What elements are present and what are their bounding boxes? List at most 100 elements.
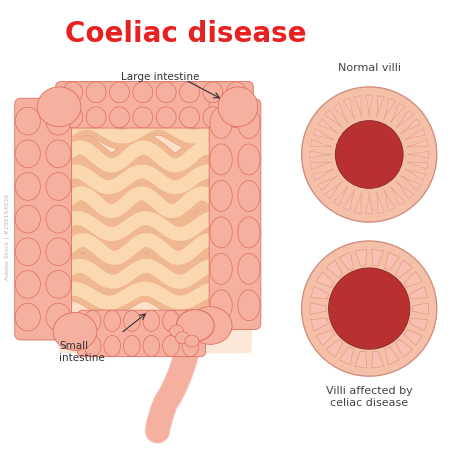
Ellipse shape [46,140,71,168]
Circle shape [301,241,437,376]
Polygon shape [396,110,414,128]
Polygon shape [406,139,428,147]
Polygon shape [326,260,343,278]
Polygon shape [343,98,355,119]
Ellipse shape [37,87,81,127]
Polygon shape [390,103,405,123]
Polygon shape [385,347,399,365]
Polygon shape [366,95,373,117]
Circle shape [328,268,410,349]
Ellipse shape [124,310,140,331]
Ellipse shape [238,290,260,321]
Ellipse shape [238,217,260,248]
Ellipse shape [53,312,97,350]
Polygon shape [318,175,338,191]
Polygon shape [326,339,343,357]
Polygon shape [310,139,332,147]
Ellipse shape [210,217,232,248]
FancyBboxPatch shape [209,99,261,329]
Ellipse shape [143,310,160,331]
Ellipse shape [133,82,153,103]
Ellipse shape [156,107,176,128]
FancyBboxPatch shape [55,82,253,128]
Ellipse shape [133,107,153,128]
Polygon shape [313,169,334,181]
Ellipse shape [46,107,71,135]
Polygon shape [333,186,348,206]
Ellipse shape [180,82,200,103]
Ellipse shape [104,310,120,331]
Ellipse shape [104,336,120,356]
Ellipse shape [143,336,160,356]
FancyBboxPatch shape [78,310,206,357]
Polygon shape [404,128,426,140]
Ellipse shape [86,82,106,103]
Ellipse shape [163,336,179,356]
FancyBboxPatch shape [60,107,238,321]
Ellipse shape [203,107,223,128]
Ellipse shape [203,82,223,103]
Polygon shape [311,286,328,299]
Polygon shape [325,110,342,128]
Ellipse shape [63,82,82,103]
Polygon shape [384,98,395,119]
Ellipse shape [46,238,71,265]
Ellipse shape [15,140,40,168]
Polygon shape [372,249,383,266]
Text: Small
intestine: Small intestine [59,341,105,363]
Polygon shape [377,191,384,213]
Text: Large intestine: Large intestine [121,72,199,82]
Ellipse shape [210,181,232,211]
Polygon shape [404,330,422,346]
Ellipse shape [218,87,258,127]
Polygon shape [384,190,395,210]
Ellipse shape [182,336,199,356]
Ellipse shape [84,336,101,356]
Ellipse shape [109,82,129,103]
Polygon shape [385,252,399,270]
Circle shape [301,87,437,222]
Ellipse shape [46,271,71,298]
FancyBboxPatch shape [15,98,72,340]
Ellipse shape [84,310,101,331]
Polygon shape [339,252,354,270]
Polygon shape [407,151,428,158]
Ellipse shape [15,205,40,233]
Polygon shape [311,318,328,331]
Polygon shape [401,118,420,134]
Ellipse shape [226,107,246,128]
Polygon shape [372,351,383,368]
Polygon shape [333,103,348,123]
Polygon shape [412,302,428,315]
Ellipse shape [238,144,260,175]
Polygon shape [395,260,412,278]
Ellipse shape [238,253,260,284]
Polygon shape [390,186,405,206]
Polygon shape [310,151,331,158]
Polygon shape [354,96,362,118]
Polygon shape [310,162,332,170]
Polygon shape [366,192,373,214]
Polygon shape [355,351,367,368]
Ellipse shape [210,290,232,321]
Ellipse shape [176,310,214,341]
Ellipse shape [185,335,199,347]
Ellipse shape [15,173,40,201]
Ellipse shape [180,107,200,128]
Ellipse shape [156,82,176,103]
Ellipse shape [163,310,179,331]
Circle shape [336,121,403,188]
Ellipse shape [15,303,40,331]
Text: Normal villi: Normal villi [337,63,401,73]
Text: Villi affected by
celiac disease: Villi affected by celiac disease [326,386,412,408]
Polygon shape [354,191,362,213]
Polygon shape [313,128,334,140]
Polygon shape [377,96,384,118]
Polygon shape [343,190,355,210]
Ellipse shape [182,310,199,331]
Ellipse shape [124,336,140,356]
Ellipse shape [46,205,71,233]
Ellipse shape [175,332,190,344]
Polygon shape [316,330,334,346]
Ellipse shape [86,107,106,128]
